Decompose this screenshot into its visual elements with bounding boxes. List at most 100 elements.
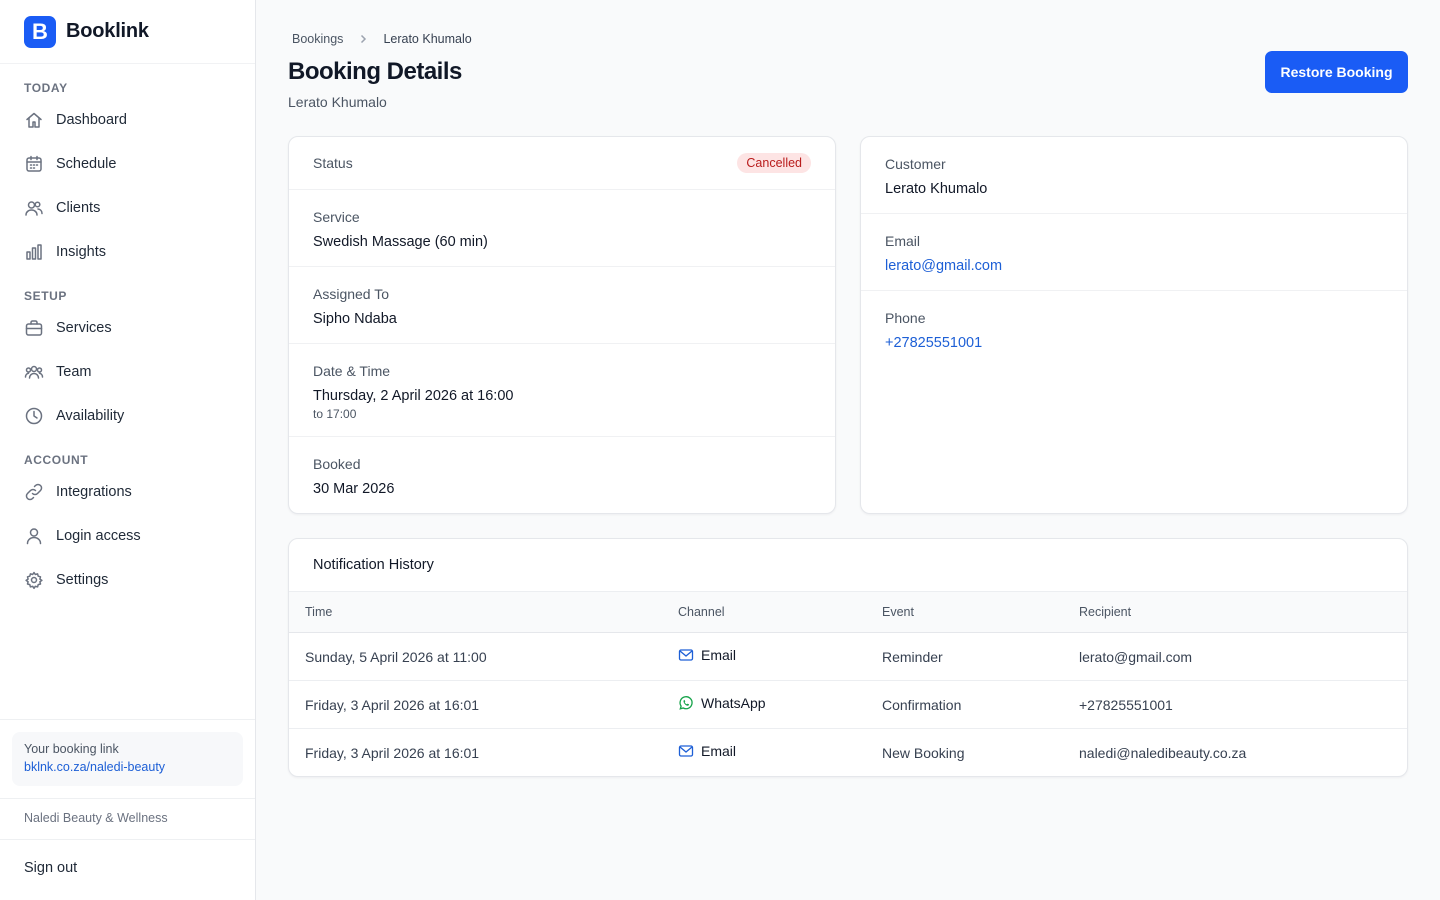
booking-link-label: Your booking link [24,742,119,756]
booking-link-url[interactable]: bklnk.co.za/naledi-beauty [24,760,166,774]
sidebar-item-services[interactable]: Services [24,316,112,340]
customer-row: Customer Lerato Khumalo [861,137,1407,214]
sidebar-divider [0,719,255,720]
calendar-icon [26,155,42,172]
table-row: Sunday, 5 April 2026 at 11:00 Email Remi… [289,633,1407,681]
cell-recipient: +27825551001 [1079,697,1173,713]
assigned-value: Sipho Ndaba [313,311,397,327]
cell-event: New Booking [882,745,965,761]
sidebar-item-dashboard[interactable]: Dashboard [24,108,127,132]
breadcrumb: Bookings Lerato Khumalo [292,32,472,46]
channel-label: Email [701,743,737,759]
booked-value: 30 Mar 2026 [313,481,395,497]
status-label: Status [313,155,353,171]
cell-event: Confirmation [882,697,962,713]
sidebar-item-settings[interactable]: Settings [24,568,108,592]
sidebar-item-clients[interactable]: Clients [24,196,100,220]
table-row: Friday, 3 April 2026 at 16:01 WhatsApp C… [289,681,1407,729]
booked-label: Booked [313,456,361,472]
business-name: Naledi Beauty & Wellness [24,811,168,825]
cell-time: Friday, 3 April 2026 at 16:01 [305,745,480,761]
sidebar-item-label: Clients [56,200,101,216]
datetime-value: Thursday, 2 April 2026 at 16:00 [313,388,514,404]
page-title: Booking Details [288,58,462,85]
table-row: Friday, 3 April 2026 at 16:01 Email New … [289,729,1407,776]
section-label-account: ACCOUNT [24,453,89,467]
cell-time: Sunday, 5 April 2026 at 11:00 [305,649,487,665]
sidebar-item-label: Dashboard [56,112,127,128]
datetime-end: to 17:00 [313,407,357,421]
cell-time: Friday, 3 April 2026 at 16:01 [305,697,480,713]
page-subtitle: Lerato Khumalo [288,94,387,110]
email-row: Email lerato@gmail.com [861,214,1407,291]
whatsapp-icon [679,696,693,710]
cell-recipient: naledi@naledibeauty.co.za [1079,745,1247,761]
home-icon [26,112,42,128]
sidebar: B Booklink TODAY Dashboard Schedule Clie… [0,0,256,900]
sidebar-item-label: Insights [56,244,106,260]
sign-out-button[interactable]: Sign out [24,860,78,876]
cell-recipient: lerato@gmail.com [1079,649,1193,665]
sidebar-item-label: Availability [56,408,125,424]
users-icon [25,201,43,216]
sidebar-item-insights[interactable]: Insights [24,240,106,264]
clock-icon [25,407,43,425]
mail-icon [678,649,694,661]
sidebar-item-label: Team [56,364,92,380]
phone-row: Phone +27825551001 [861,291,1407,368]
restore-booking-button[interactable]: Restore Booking [1265,51,1408,93]
booking-card: Status Cancelled Service Swedish Massage… [288,136,836,514]
sidebar-divider [0,839,255,840]
column-header-event: Event [882,605,914,619]
sidebar-item-label: Settings [56,572,109,588]
section-label-setup: SETUP [24,289,68,303]
status-badge: Cancelled [737,153,811,173]
customer-label: Customer [885,156,946,172]
sidebar-item-integrations[interactable]: Integrations [24,480,132,504]
notification-history-title: Notification History [313,557,434,573]
sidebar-item-label: Schedule [56,156,117,172]
email-link[interactable]: lerato@gmail.com [885,258,1003,274]
status-row: Status Cancelled [289,137,835,190]
assigned-label: Assigned To [313,286,390,302]
phone-label: Phone [885,310,926,326]
brand-logo: B [24,15,56,48]
datetime-row: Date & Time Thursday, 2 April 2026 at 16… [289,344,835,437]
cell-channel: WhatsApp [678,695,766,711]
cell-event: Reminder [882,649,943,665]
column-header-time: Time [305,605,333,619]
phone-link[interactable]: +27825551001 [885,335,983,351]
column-header-recipient: Recipient [1079,605,1132,619]
sidebar-item-availability[interactable]: Availability [24,404,124,428]
service-row: Service Swedish Massage (60 min) [289,190,835,267]
notification-history-card: Notification History Time Channel Event … [288,538,1408,777]
booked-row: Booked 30 Mar 2026 [289,437,835,513]
cell-channel: Email [678,647,736,663]
briefcase-icon [25,320,43,336]
column-header-channel: Channel [678,605,725,619]
sidebar-divider [0,798,255,799]
sidebar-item-label: Login access [56,528,141,544]
sidebar-item-login-access[interactable]: Login access [24,524,141,548]
link-icon [25,483,43,501]
service-value: Swedish Massage (60 min) [313,234,488,250]
chevron-right-icon [361,34,367,44]
datetime-label: Date & Time [313,363,391,379]
gear-icon [25,571,43,590]
channel-label: WhatsApp [701,695,766,711]
sidebar-item-label: Services [56,320,112,336]
service-label: Service [313,209,360,225]
customer-card: Customer Lerato Khumalo Email lerato@gma… [860,136,1408,514]
mail-icon [678,745,694,757]
channel-label: Email [701,647,737,663]
brand[interactable]: B Booklink [0,0,255,64]
customer-value: Lerato Khumalo [885,181,988,197]
breadcrumb-bookings[interactable]: Bookings [292,32,344,46]
sidebar-item-team[interactable]: Team [24,360,91,384]
user-icon [26,528,42,545]
brand-name: Booklink [66,20,149,42]
email-label: Email [885,233,921,249]
sidebar-item-schedule[interactable]: Schedule [24,152,116,176]
team-icon [24,365,44,379]
breadcrumb-current: Lerato Khumalo [383,32,472,46]
